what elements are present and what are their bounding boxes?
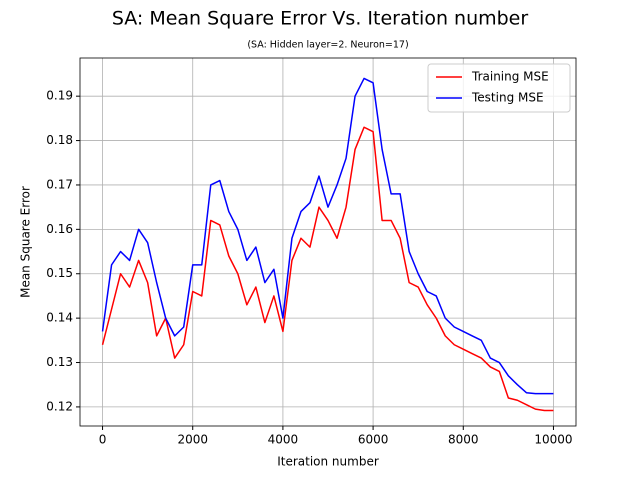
x-tick-label: 4000 [268,433,299,447]
y-tick-label: 0.15 [46,266,73,280]
y-tick-label: 0.14 [46,311,73,325]
x-tick-label: 6000 [358,433,389,447]
chart-subtitle: (SA: Hidden layer=2. Neuron=17) [247,40,408,51]
x-tick-label: 10000 [534,433,572,447]
y-axis-label: Mean Square Error [19,186,33,298]
y-tick-label: 0.12 [46,399,73,413]
chart-title: SA: Mean Square Error Vs. Iteration numb… [112,8,529,30]
legend-label: Testing MSE [471,91,544,105]
x-tick-label: 2000 [177,433,208,447]
x-tick-label: 0 [99,433,107,447]
y-tick-label: 0.16 [46,222,73,236]
axes-frame [79,57,577,427]
data-line [101,126,554,412]
y-tick-label: 0.18 [46,133,73,147]
legend-box [427,63,571,113]
legend-label: Training MSE [471,70,549,84]
y-tick-label: 0.19 [46,89,73,103]
data-line [101,77,554,395]
y-tick-label: 0.17 [46,177,73,191]
y-tick-label: 0.13 [46,355,73,369]
x-tick-label: 8000 [448,433,479,447]
x-axis-label: Iteration number [277,455,379,469]
